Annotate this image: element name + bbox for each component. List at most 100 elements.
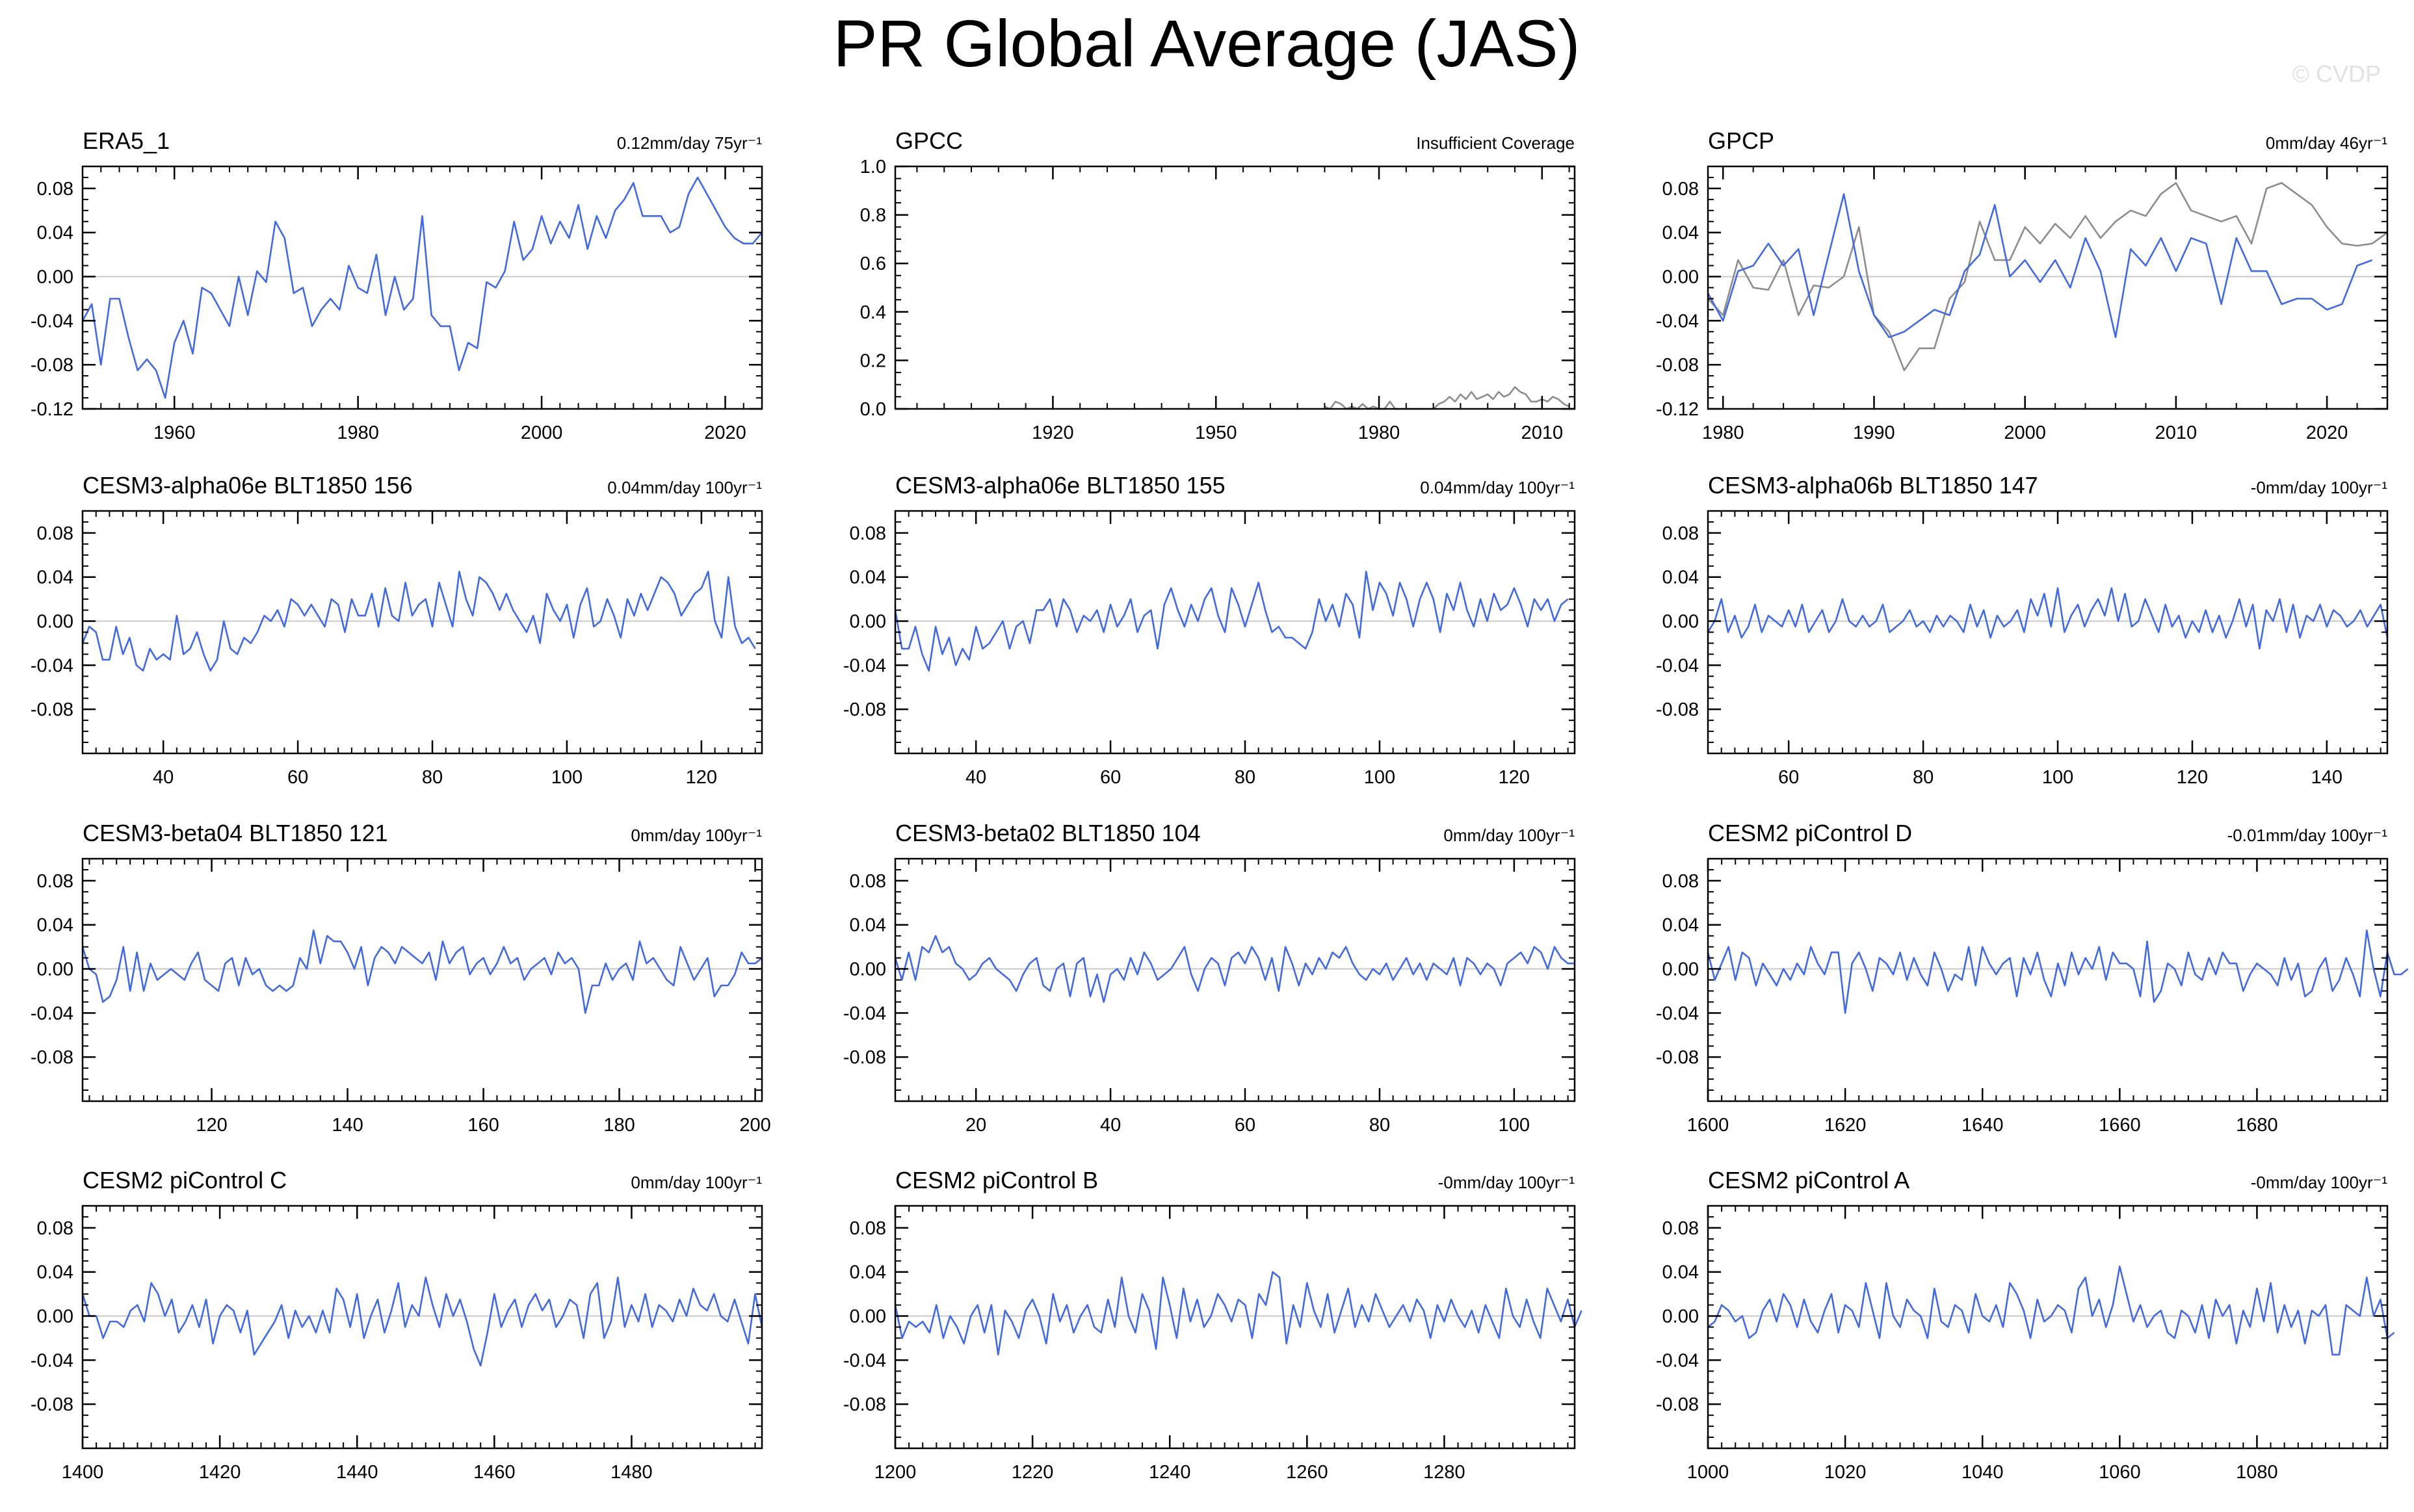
panel-title: CESM3-alpha06e BLT1850 156 [83, 472, 413, 499]
y-tick-label: 0.04 [850, 567, 886, 588]
x-tick-label: 1020 [1824, 1462, 1867, 1483]
x-tick-label: 1240 [1149, 1462, 1191, 1483]
series-line [894, 570, 1569, 672]
panel-title: CESM2 piControl C [83, 1167, 287, 1193]
y-tick-label: -0.08 [1656, 699, 1699, 720]
y-tick-label: 0.04 [37, 223, 73, 244]
chart-panel: -0.08 -0.04 0.00 0.04 0.08 1200 1220 1240 1260 12… [843, 1167, 1582, 1483]
x-tick-label: 200 [739, 1115, 770, 1136]
y-tick-label: 0.08 [850, 1218, 886, 1239]
panel-title: GPCC [895, 127, 963, 154]
panel-title: CESM2 piControl B [895, 1167, 1098, 1193]
y-tick-label: -0.08 [31, 355, 73, 376]
y-tick-label: -0.12 [1656, 399, 1699, 420]
y-tick-label: 0.00 [850, 1307, 886, 1327]
trend-label: -0mm/day 100yr⁻¹ [1438, 1173, 1575, 1192]
y-tick-label: -0.04 [31, 311, 73, 332]
trend-label: -0mm/day 100yr⁻¹ [2251, 1173, 2388, 1192]
trend-label: 0mm/day 100yr⁻¹ [631, 826, 762, 845]
x-tick-label: 1440 [336, 1462, 378, 1483]
y-tick-label: 0.00 [850, 612, 886, 632]
x-tick-label: 1980 [1702, 423, 1744, 443]
y-tick-label: 0.08 [850, 523, 886, 544]
chart-panel: -0.08 -0.04 0.00 0.04 0.08 1400 1420 1440 1460 14… [31, 1167, 763, 1483]
trend-label: 0.12mm/day 75yr⁻¹ [617, 133, 763, 153]
x-tick-label: 60 [1100, 767, 1121, 788]
x-tick-label: 60 [287, 767, 308, 788]
chart-panel: -0.08 -0.04 0.00 0.04 0.08 40 60 80 100 120 CESM3-… [31, 472, 763, 788]
trend-label: 0.04mm/day 100yr⁻¹ [607, 478, 762, 497]
x-tick-label: 80 [1235, 767, 1255, 788]
x-tick-label: 2020 [2306, 423, 2348, 443]
y-tick-label: -0.04 [31, 655, 73, 676]
x-tick-label: 140 [2311, 767, 2342, 788]
x-tick-label: 80 [1913, 767, 1934, 788]
y-tick-label: 0.04 [37, 1262, 73, 1283]
x-tick-label: 120 [196, 1115, 227, 1136]
x-tick-label: 1040 [1961, 1462, 2004, 1483]
x-tick-label: 160 [467, 1115, 499, 1136]
y-tick-label: -0.08 [1656, 355, 1699, 376]
x-tick-label: 40 [153, 767, 174, 788]
y-tick-label: 0.04 [850, 1262, 886, 1283]
y-tick-label: 0.08 [37, 179, 73, 200]
y-tick-label: 0.6 [860, 254, 886, 274]
y-tick-label: 0.04 [850, 915, 886, 936]
chart-panel: -0.08 -0.04 0.00 0.04 0.08 20 40 60 80 100 CESM3-b… [843, 820, 1576, 1136]
y-tick-label: 0.08 [37, 871, 73, 892]
x-tick-label: 180 [603, 1115, 635, 1136]
series-line [81, 1276, 763, 1367]
series-line [894, 935, 1575, 1003]
y-tick-label: 0.0 [860, 399, 886, 420]
y-tick-label: -0.04 [1656, 655, 1699, 676]
x-tick-label: 1400 [62, 1462, 104, 1483]
chart-panel: -0.08 -0.04 0.00 0.04 0.08 1600 1620 1640 1660 16… [1656, 820, 2409, 1136]
x-tick-label: 1060 [2099, 1462, 2141, 1483]
panel-title: GPCP [1708, 127, 1774, 154]
y-tick-label: 0.08 [37, 1218, 73, 1239]
y-tick-label: 0.04 [1662, 223, 1699, 244]
trend-label: 0mm/day 100yr⁻¹ [631, 1173, 762, 1192]
series-line [1707, 929, 2409, 1014]
chart-panel: 0.0 0.2 0.4 0.6 0.8 1.0 1920 1950 1980 2010 GPCC In… [860, 127, 1576, 443]
y-tick-label: -0.12 [31, 399, 73, 420]
series-line [894, 1271, 1582, 1356]
x-tick-label: 2020 [704, 423, 746, 443]
y-tick-label: 0.00 [1662, 1307, 1699, 1327]
y-tick-label: 0.08 [1662, 1218, 1699, 1239]
x-tick-label: 1960 [153, 423, 196, 443]
y-tick-label: -0.04 [843, 655, 886, 676]
y-tick-label: 0.04 [1662, 915, 1699, 936]
y-tick-label: -0.08 [843, 1047, 886, 1068]
x-tick-label: 100 [2042, 767, 2073, 788]
x-tick-label: 1000 [1687, 1462, 1729, 1483]
panel-title: CESM3-alpha06e BLT1850 155 [895, 472, 1226, 499]
x-tick-label: 60 [1778, 767, 1799, 788]
x-tick-label: 100 [1364, 767, 1395, 788]
trend-label: -0mm/day 100yr⁻¹ [2251, 478, 2388, 497]
x-tick-label: 1680 [2236, 1115, 2278, 1136]
series-line [1324, 386, 1570, 410]
y-tick-label: 0.4 [860, 302, 886, 323]
y-tick-label: 0.00 [37, 959, 73, 980]
y-tick-label: -0.08 [31, 1047, 73, 1068]
panel-title: ERA5_1 [83, 127, 170, 154]
series-line [1707, 1266, 2395, 1356]
y-tick-label: 0.08 [850, 871, 886, 892]
x-tick-label: 2010 [2155, 423, 2198, 443]
x-tick-label: 1950 [1195, 423, 1237, 443]
chart-panel: -0.08 -0.04 0.00 0.04 0.08 40 60 80 100 120 CESM3-… [843, 472, 1576, 788]
y-tick-label: 0.08 [37, 523, 73, 544]
series-line [81, 570, 756, 672]
y-tick-label: 0.8 [860, 205, 886, 226]
y-tick-label: 0.00 [850, 959, 886, 980]
panels: -0.12 -0.08 -0.04 0.00 0.04 0.08 1960 1980 2000 2… [31, 127, 2409, 1483]
x-tick-label: 2010 [1521, 423, 1564, 443]
y-tick-label: 0.00 [37, 267, 73, 288]
y-tick-label: -0.08 [31, 1394, 73, 1415]
panel-title: CESM2 piControl A [1708, 1167, 1909, 1193]
y-tick-label: -0.08 [1656, 1047, 1699, 1068]
chart-panel: -0.12 -0.08 -0.04 0.00 0.04 0.08 1980 1990 2000 2… [1656, 127, 2389, 443]
x-tick-label: 80 [422, 767, 443, 788]
